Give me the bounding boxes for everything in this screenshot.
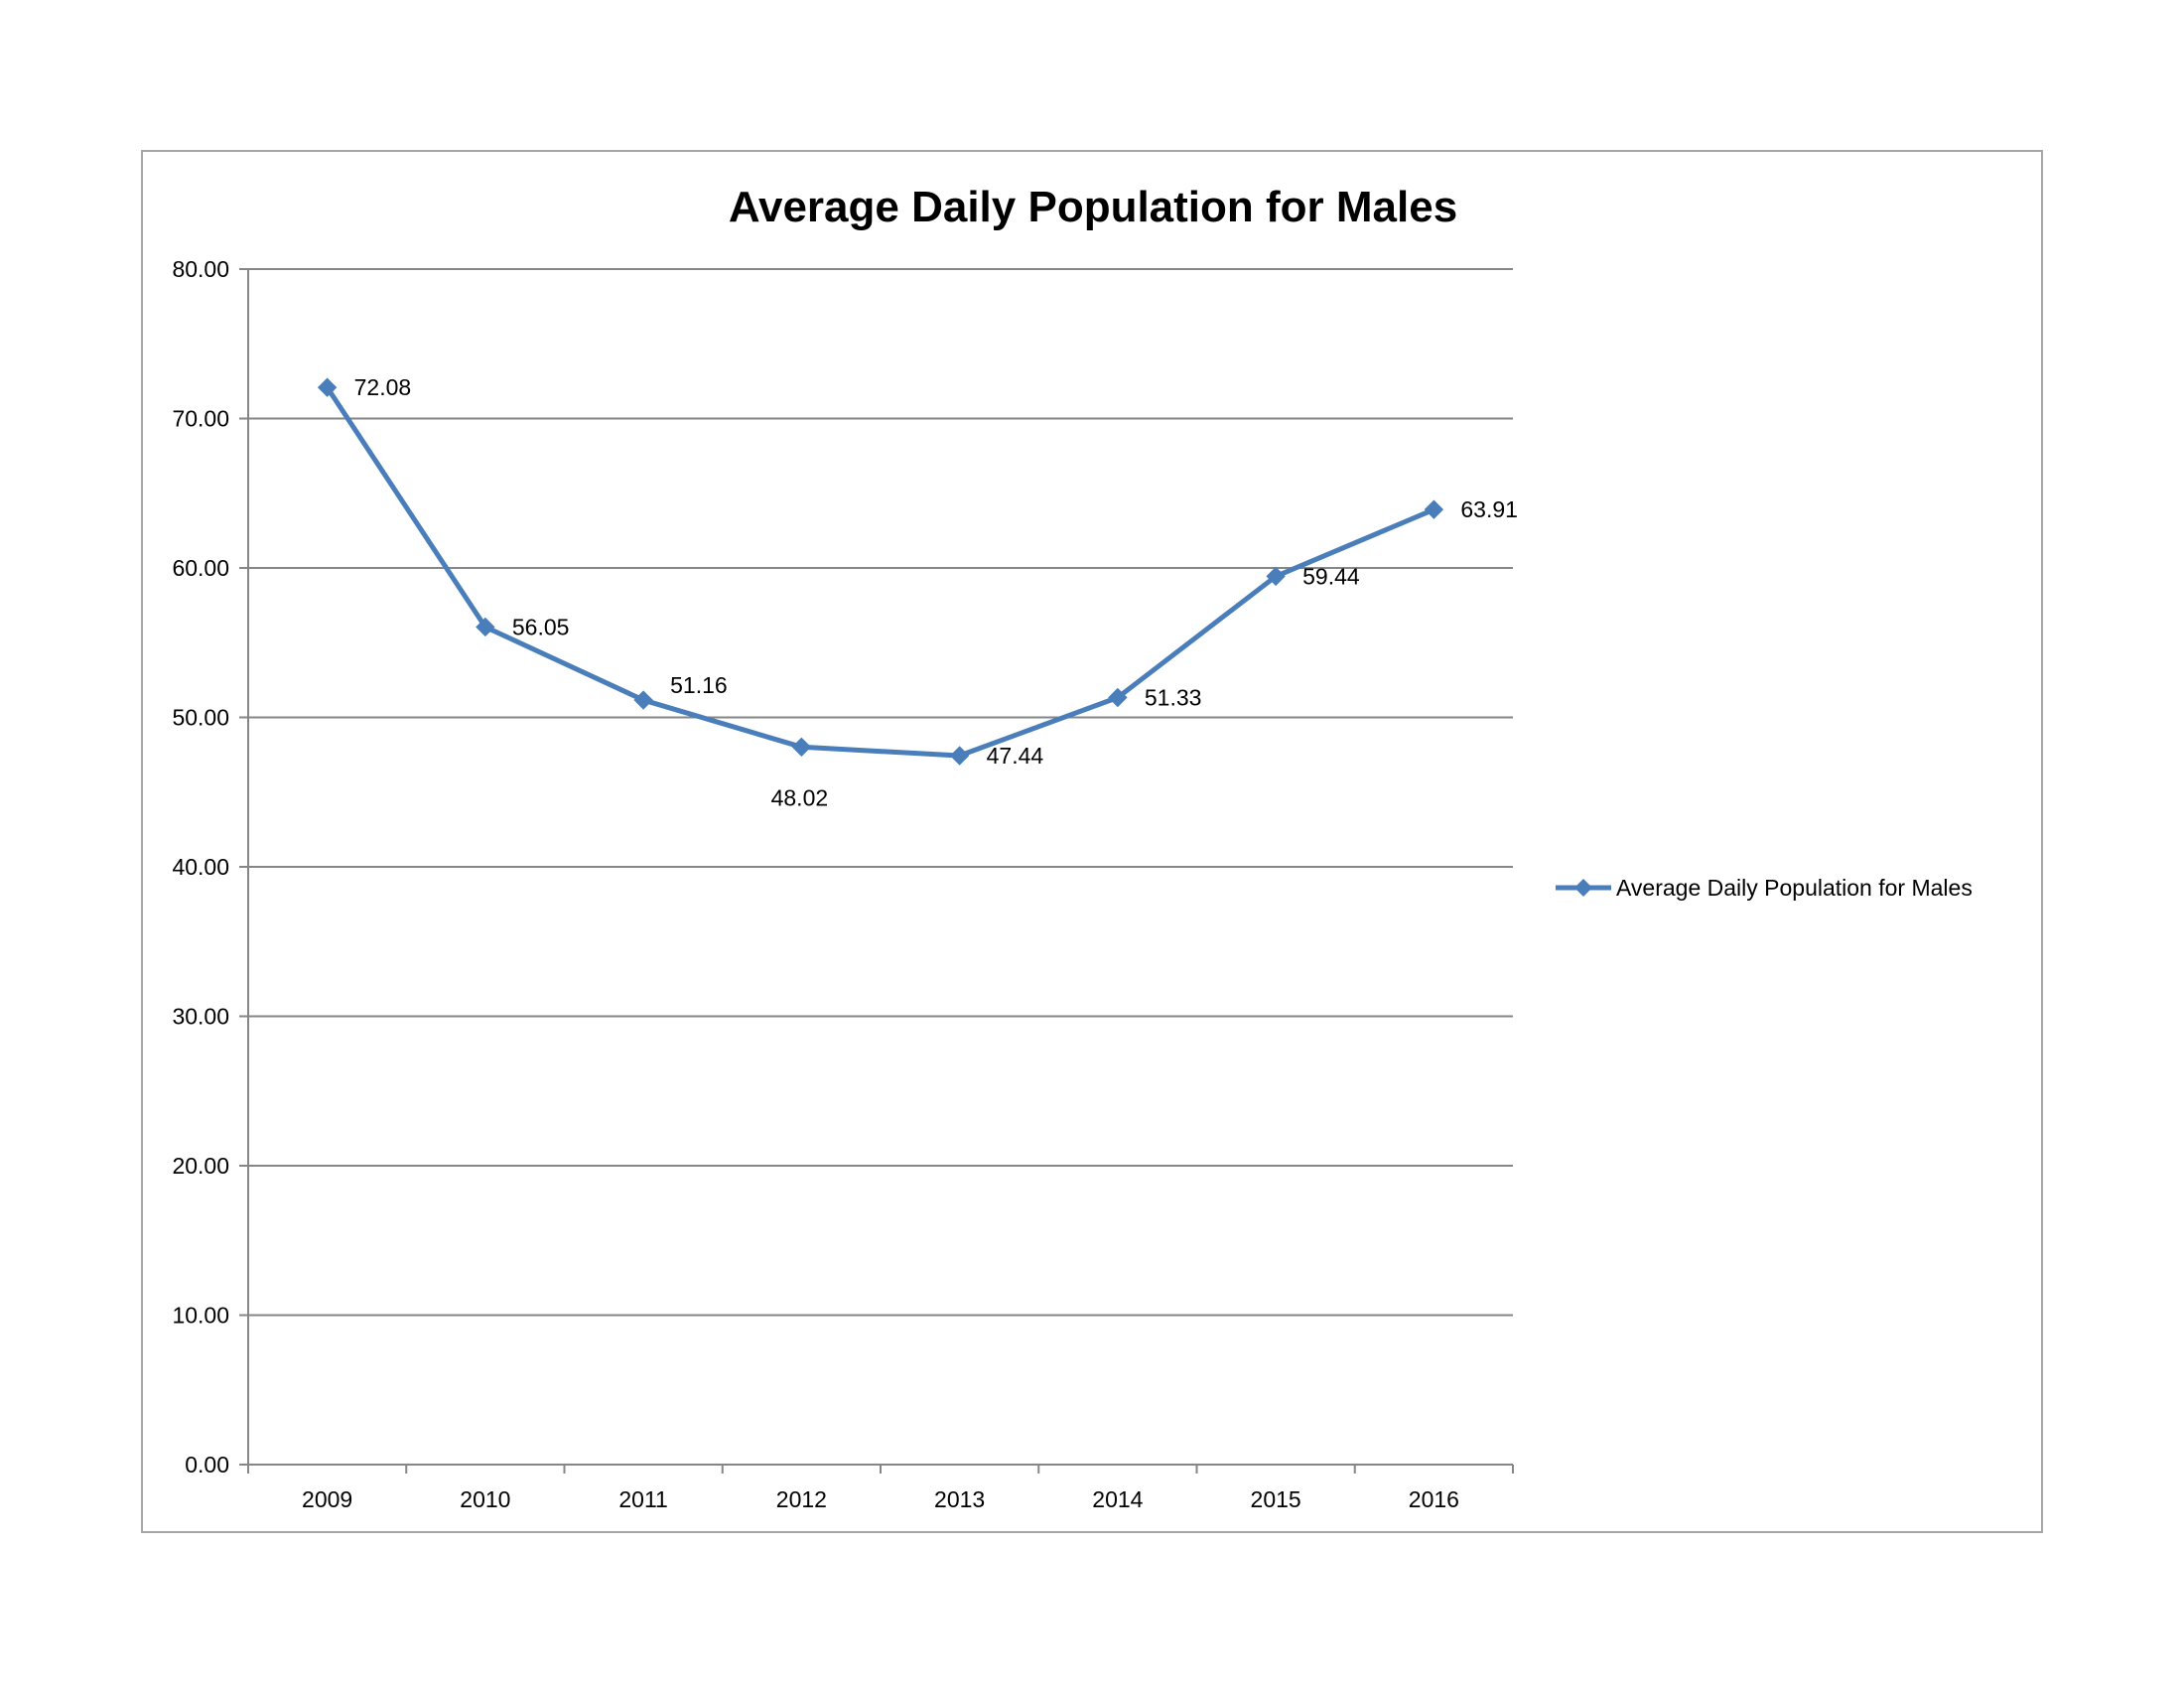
data-label: 59.44 — [1302, 563, 1360, 589]
gridlines — [248, 268, 1513, 1317]
data-label: 63.91 — [1460, 496, 1518, 522]
y-tick-label: 80.00 — [172, 256, 229, 282]
x-tick-label: 2009 — [302, 1486, 352, 1512]
data-point-marker — [317, 377, 338, 397]
data-point-marker — [1266, 566, 1286, 587]
y-tick-label: 40.00 — [172, 854, 229, 880]
legend-marker — [1574, 879, 1592, 897]
data-point-marker — [476, 617, 495, 637]
y-tick-label: 10.00 — [172, 1303, 229, 1329]
x-tick-label: 2011 — [618, 1486, 667, 1512]
x-tick-label: 2010 — [460, 1486, 510, 1512]
legend-label: Average Daily Population for Males — [1616, 875, 1973, 901]
chart-title: Average Daily Population for Males — [729, 183, 1457, 231]
data-label: 51.33 — [1145, 684, 1202, 710]
chart-frame: Average Daily Population for Males 0.00 1… — [141, 150, 2043, 1533]
data-point-marker — [1108, 687, 1128, 708]
y-axis-tick-labels: 0.00 10.00 20.00 30.00 40.00 50.00 60.00 70.00 8… — [172, 256, 229, 1477]
axes — [239, 268, 1514, 1474]
data-point-marker — [1424, 499, 1444, 519]
data-label: 72.08 — [354, 374, 412, 400]
line-chart: Average Daily Population for Males 0.00 1… — [172, 183, 1973, 1512]
x-tick-label: 2016 — [1409, 1486, 1459, 1512]
data-point-marker — [949, 746, 970, 766]
data-point-marker — [791, 737, 812, 758]
data-label: 47.44 — [987, 743, 1044, 769]
data-label: 56.05 — [512, 614, 570, 639]
x-tick-label: 2012 — [776, 1486, 827, 1512]
x-tick-label: 2015 — [1251, 1486, 1301, 1512]
data-labels: 72.08 56.05 51.16 48.02 47.44 51.33 59.44 63.91 — [354, 374, 1518, 810]
y-tick-label: 60.00 — [172, 555, 229, 581]
data-point-marker — [633, 690, 653, 710]
y-tick-label: 70.00 — [172, 406, 229, 432]
y-tick-label: 20.00 — [172, 1153, 229, 1179]
legend: Average Daily Population for Males — [1556, 875, 1973, 901]
y-tick-label: 30.00 — [172, 1004, 229, 1030]
data-label: 51.16 — [670, 672, 728, 698]
x-tick-label: 2013 — [934, 1486, 985, 1512]
data-label: 48.02 — [771, 784, 829, 810]
series-average-daily-population-for-males — [317, 377, 1444, 766]
x-axis-tick-labels: 2009 2010 2011 2012 2013 2014 2015 2016 — [302, 1486, 1459, 1512]
y-tick-label: 0.00 — [185, 1452, 229, 1477]
series-line — [325, 384, 1436, 759]
x-tick-label: 2014 — [1092, 1486, 1143, 1512]
y-tick-label: 50.00 — [172, 705, 229, 731]
